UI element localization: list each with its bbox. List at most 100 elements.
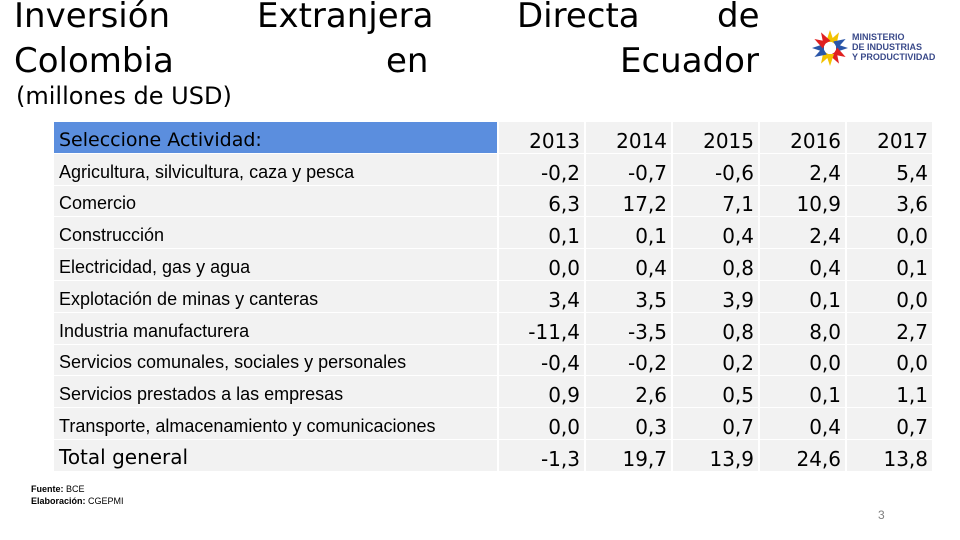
activity-label: Agricultura, silvicultura, caza y pesca [54, 153, 499, 186]
table-cell: 2,6 [586, 376, 673, 409]
ministry-logo: MINISTERIO DE INDUSTRIAS Y PRODUCTIVIDAD [810, 28, 950, 72]
table-cell: 0,4 [760, 249, 847, 281]
activity-selector-label[interactable]: Seleccione Actividad: [54, 122, 499, 154]
table-cell: 0,1 [760, 376, 847, 409]
year-header: 2015 [673, 122, 760, 154]
year-header: 2013 [499, 122, 586, 154]
logo-text-line: DE INDUSTRIAS [852, 42, 923, 52]
activity-label: Servicios prestados a las empresas [54, 376, 499, 409]
table-cell: 2,7 [847, 312, 934, 345]
title-word: de [717, 0, 760, 36]
table-cell: 17,2 [586, 185, 673, 218]
table-cell: 0,0 [847, 280, 934, 313]
table-total-row: Total general -1,3 19,7 13,9 24,6 13,8 [54, 439, 934, 472]
table-row: Industria manufacturera -11,4 -3,5 0,8 8… [54, 312, 934, 345]
table-cell: 0,4 [586, 249, 673, 281]
table-cell: 0,2 [673, 344, 760, 377]
table-cell: 0,1 [760, 280, 847, 313]
table-cell: 2,4 [760, 153, 847, 186]
table-cell: -3,5 [586, 312, 673, 345]
table-cell: 0,3 [586, 408, 673, 440]
table-row: Servicios comunales, sociales y personal… [54, 344, 934, 377]
total-cell: 13,9 [673, 439, 760, 472]
total-cell: 19,7 [586, 439, 673, 472]
year-header: 2017 [847, 122, 934, 154]
table-row: Servicios prestados a las empresas 0,9 2… [54, 376, 934, 409]
logo-text: MINISTERIO DE INDUSTRIAS Y PRODUCTIVIDAD [852, 32, 935, 62]
elaboration-line: Elaboración: CGEPMI [31, 495, 124, 507]
total-label: Total general [54, 439, 499, 472]
table-cell: 0,4 [673, 217, 760, 250]
year-header: 2014 [586, 122, 673, 154]
table-cell: 3,6 [847, 185, 934, 218]
table-cell: 0,9 [499, 376, 586, 409]
total-cell: -1,3 [499, 439, 586, 472]
table-cell: 3,5 [586, 280, 673, 313]
elaboration-value: CGEPMI [88, 496, 124, 506]
title-word: Ecuador [620, 41, 759, 81]
table-cell: 0,7 [673, 408, 760, 440]
title-word: Extranjera [257, 0, 434, 36]
source-line: Fuente: BCE [31, 483, 124, 495]
table-cell: 10,9 [760, 185, 847, 218]
activity-label: Explotación de minas y canteras [54, 280, 499, 313]
activity-label: Servicios comunales, sociales y personal… [54, 344, 499, 377]
sun-emblem-icon [812, 30, 848, 66]
table-cell: 3,4 [499, 280, 586, 313]
table-cell: 0,0 [499, 249, 586, 281]
table-row: Explotación de minas y canteras 3,4 3,5 … [54, 280, 934, 313]
title-word: Colombia [14, 41, 174, 81]
table-cell: 0,0 [847, 217, 934, 250]
source-value: BCE [66, 484, 85, 494]
table-cell: 0,0 [847, 344, 934, 377]
table-cell: -0,2 [586, 344, 673, 377]
table-cell: -0,7 [586, 153, 673, 186]
table-cell: -11,4 [499, 312, 586, 345]
source-label: Fuente: [31, 484, 64, 494]
table-cell: 0,4 [760, 408, 847, 440]
table-cell: -0,6 [673, 153, 760, 186]
activity-label: Transporte, almacenamiento y comunicacio… [54, 408, 499, 440]
table-cell: 5,4 [847, 153, 934, 186]
table-row: Comercio 6,3 17,2 7,1 10,9 3,6 [54, 185, 934, 218]
table-cell: 0,1 [847, 249, 934, 281]
table-row: Agricultura, silvicultura, caza y pesca … [54, 153, 934, 186]
table-cell: 0,1 [499, 217, 586, 250]
activity-label: Construcción [54, 217, 499, 250]
activity-label: Electricidad, gas y agua [54, 249, 499, 281]
investment-table: Seleccione Actividad: 2013 2014 2015 201… [54, 122, 934, 472]
year-header: 2016 [760, 122, 847, 154]
total-cell: 13,8 [847, 439, 934, 472]
elaboration-label: Elaboración: [31, 496, 86, 506]
table-row: Construcción 0,1 0,1 0,4 2,4 0,0 [54, 217, 934, 250]
table-header-row: Seleccione Actividad: 2013 2014 2015 201… [54, 122, 934, 154]
activity-label: Comercio [54, 185, 499, 218]
page-number: 3 [878, 508, 885, 522]
table-cell: 0,8 [673, 249, 760, 281]
table-cell: 7,1 [673, 185, 760, 218]
table-cell: -0,4 [499, 344, 586, 377]
table-cell: 3,9 [673, 280, 760, 313]
logo-text-line: Y PRODUCTIVIDAD [852, 52, 936, 62]
activity-label: Industria manufacturera [54, 312, 499, 345]
title-word: Inversión [14, 0, 171, 36]
title-word: Directa [517, 0, 640, 36]
table-cell: 0,5 [673, 376, 760, 409]
table-cell: 8,0 [760, 312, 847, 345]
table-cell: 6,3 [499, 185, 586, 218]
table-cell: 1,1 [847, 376, 934, 409]
table-cell: 2,4 [760, 217, 847, 250]
title-word: en [386, 41, 429, 81]
total-cell: 24,6 [760, 439, 847, 472]
table-cell: 0,1 [586, 217, 673, 250]
logo-text-line: MINISTERIO [852, 32, 905, 42]
table-cell: 0,0 [499, 408, 586, 440]
table-cell: -0,2 [499, 153, 586, 186]
subtitle: (millones de USD) [16, 82, 232, 110]
table-cell: 0,0 [760, 344, 847, 377]
table-row: Transporte, almacenamiento y comunicacio… [54, 408, 934, 440]
source-note: Fuente: BCE Elaboración: CGEPMI [31, 483, 124, 507]
table-row: Electricidad, gas y agua 0,0 0,4 0,8 0,4… [54, 249, 934, 281]
table-cell: 0,8 [673, 312, 760, 345]
table-cell: 0,7 [847, 408, 934, 440]
